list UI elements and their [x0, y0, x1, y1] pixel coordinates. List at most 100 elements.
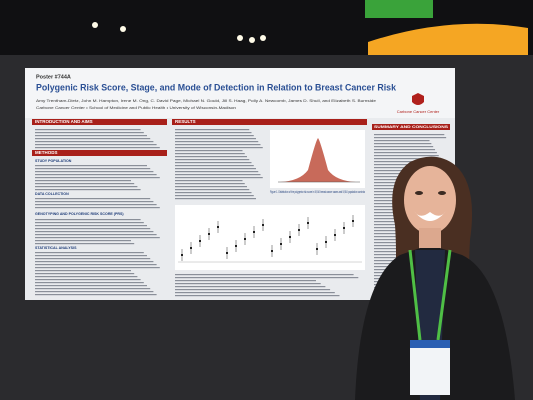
text-line: [35, 237, 160, 239]
point: [280, 243, 282, 245]
text-line: [175, 129, 250, 131]
text-line: [175, 180, 243, 182]
text-line: [35, 252, 144, 254]
text-line: [175, 144, 261, 146]
section-heading: RESULTS: [175, 119, 196, 124]
text-line: [175, 277, 359, 279]
text-line: [175, 138, 256, 140]
text-line: [175, 162, 252, 164]
section-bar: [32, 119, 167, 125]
text-line: [175, 159, 250, 161]
point: [244, 238, 246, 240]
poster-authors: Amy Trentham-Dietz, John M. Hampton, Ire…: [36, 99, 376, 103]
text-line: [175, 183, 245, 185]
text-line: [35, 279, 141, 281]
text-line: [175, 289, 331, 291]
point: [190, 247, 192, 249]
text-line: [175, 132, 252, 134]
light: [260, 35, 266, 41]
point: [199, 240, 201, 242]
text-line: [35, 201, 154, 203]
section-bar: [372, 124, 450, 130]
point: [343, 227, 345, 229]
text-line: [374, 140, 430, 142]
text-line: [35, 291, 154, 293]
point: [271, 250, 273, 252]
text-block: [35, 129, 160, 149]
point: [181, 254, 183, 256]
text-line: [175, 171, 259, 173]
text-line: [175, 177, 263, 179]
light: [120, 26, 126, 32]
text-line: [175, 283, 321, 285]
text-line: [35, 147, 160, 149]
text-line: [35, 186, 138, 188]
subheading: STATISTICAL ANALYSIS: [35, 246, 77, 250]
badge-stripe: [410, 340, 450, 348]
text-line: [35, 165, 147, 167]
text-line: [35, 198, 151, 200]
point: [298, 229, 300, 231]
neck: [419, 228, 441, 250]
text-line: [175, 280, 316, 282]
text-line: [35, 138, 151, 140]
section-heading: INTRODUCTION AND AIMS: [35, 119, 93, 124]
section-heading: METHODS: [35, 150, 58, 155]
text-line: [35, 135, 147, 137]
text-line: [35, 261, 154, 263]
smile: [414, 211, 446, 221]
text-line: [374, 155, 439, 157]
poster-header: [25, 68, 455, 118]
text-line: [35, 276, 138, 278]
logo-text: Carbone Cancer Center: [397, 109, 440, 114]
text-line: [35, 255, 147, 257]
light: [249, 37, 255, 43]
text-line: [35, 282, 144, 284]
text-line: [35, 180, 131, 182]
face: [404, 166, 456, 234]
logo-crest: [412, 93, 424, 105]
text-line: [35, 174, 157, 176]
text-line: [175, 292, 335, 294]
text-line: [35, 240, 131, 242]
text-line: [35, 168, 151, 170]
subheading: GENOTYPING AND POLYGENIC RISK SCORE (PRS…: [35, 212, 124, 216]
point: [316, 248, 318, 250]
text-line: [35, 294, 157, 296]
point: [289, 236, 291, 238]
point: [253, 231, 255, 233]
text-line: [175, 165, 254, 167]
text-line: [175, 186, 247, 188]
text-line: [175, 156, 247, 158]
point: [352, 220, 354, 222]
section-bar: [32, 150, 167, 156]
point: [262, 224, 264, 226]
point: [208, 233, 210, 235]
text-line: [35, 225, 147, 227]
text-line: [374, 146, 434, 148]
text-line: [175, 174, 261, 176]
point: [226, 252, 228, 254]
text-line: [35, 222, 144, 224]
light: [92, 22, 98, 28]
text-line: [35, 129, 141, 131]
green-sign: [365, 0, 433, 18]
poster-affiliation: Carbone Cancer Center • School of Medici…: [36, 106, 236, 110]
text-line: [374, 134, 445, 136]
text-line: [35, 204, 157, 206]
text-line: [35, 144, 157, 146]
text-line: [175, 274, 354, 276]
poster-number: Poster #744A: [36, 74, 71, 80]
point: [307, 222, 309, 224]
text-line: [175, 153, 245, 155]
text-line: [35, 207, 160, 209]
point: [217, 226, 219, 228]
text-line: [175, 195, 254, 197]
text-line: [35, 258, 151, 260]
text-line: [35, 273, 135, 275]
text-line: [35, 285, 147, 287]
person: [355, 156, 515, 400]
text-line: [175, 168, 256, 170]
text-line: [374, 158, 441, 160]
